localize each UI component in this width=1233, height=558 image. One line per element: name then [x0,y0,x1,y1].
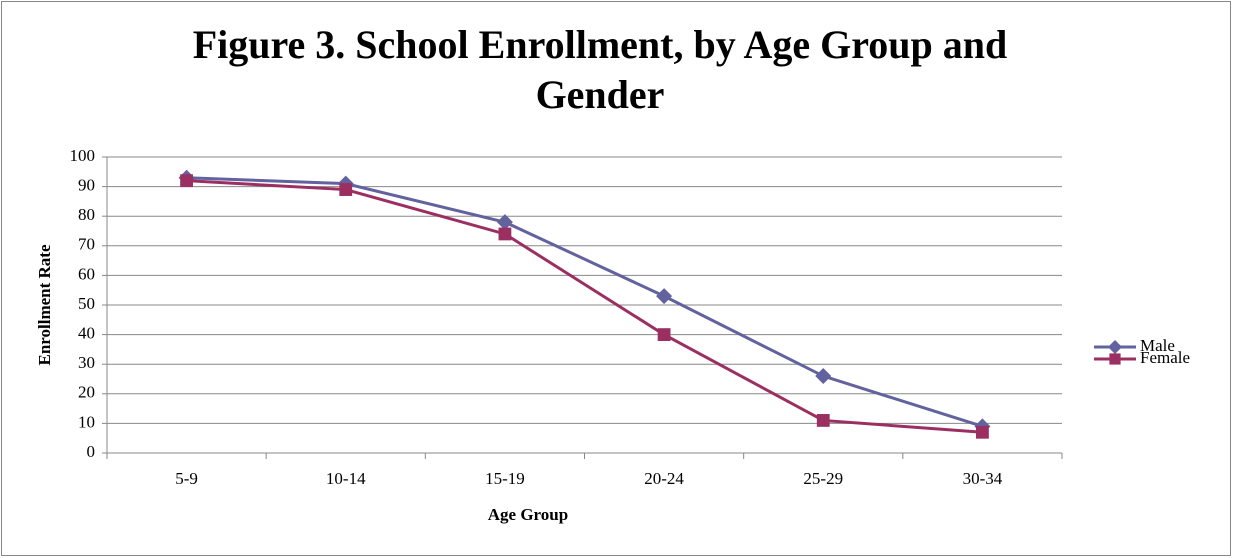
y-tick-label: 10 [78,412,95,431]
point [657,328,671,341]
legend-marker [1109,353,1121,365]
y-tick-label: 20 [78,383,95,402]
point [496,214,513,231]
y-tick-label: 90 [78,176,95,195]
x-tick-label: 30-34 [963,469,1003,488]
chart-title: Figure 3. School Enrollment, by Age Grou… [192,22,1008,117]
y-tick-label: 50 [78,294,95,313]
point [815,368,832,385]
x-tick-label: 10-14 [326,469,366,488]
point [816,414,830,427]
point [339,183,353,196]
point [976,425,989,439]
point [180,174,193,188]
legend-label: Male [1140,336,1175,355]
x-tick-label: 25-29 [803,469,843,488]
legend-marker [1108,340,1122,354]
legend-label: Female [1140,348,1190,367]
y-tick-label: 30 [78,353,95,372]
point [656,288,673,305]
series-line [186,179,983,434]
y-axis-label: Enrollment Rate [35,244,54,365]
y-tick-label: 70 [78,235,95,254]
x-axis-label: Age Group [488,505,568,524]
y-tick-label: 0 [87,442,96,461]
y-tick-label: 100 [70,146,96,165]
y-tick-label: 40 [78,324,95,343]
x-tick-label: 20-24 [644,469,684,488]
point [498,227,512,241]
series-line [186,176,983,428]
y-tick-label: 80 [78,205,95,224]
x-tick-label: 15-19 [485,469,525,488]
x-tick-label: 5-9 [175,469,198,488]
y-tick-label: 60 [78,264,95,283]
